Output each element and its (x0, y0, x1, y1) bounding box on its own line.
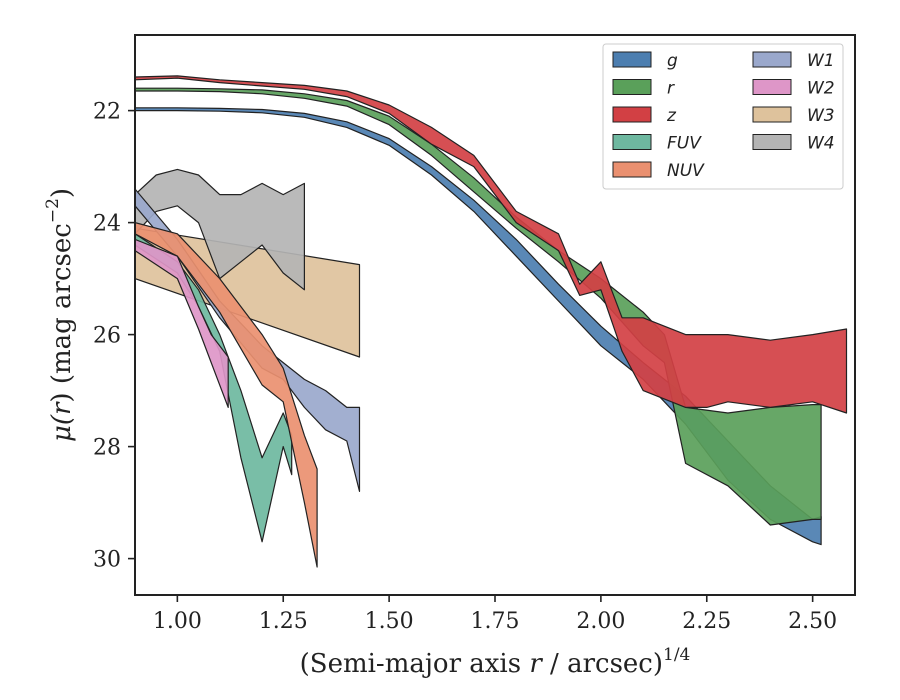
x-axis-label-part-2: / arcsec) (542, 649, 663, 679)
x-tick-label: 2.00 (576, 609, 625, 634)
y-axis-label-exponent: −2 (43, 198, 63, 223)
y-tick-label: 26 (93, 324, 121, 349)
y-axis: 22 24 26 28 30 (93, 100, 135, 573)
legend-label-w4: W4 (807, 134, 835, 154)
y-tick-label: 30 (93, 548, 121, 573)
x-axis-label-exponent: 1/4 (663, 645, 690, 665)
legend-label-fuv: FUV (667, 134, 702, 154)
legend-swatch-z (612, 106, 652, 123)
series-area-r (135, 87, 822, 526)
legend-swatch-w3 (752, 106, 792, 123)
series-areas (135, 75, 848, 568)
y-axis-label-close: ) (47, 188, 77, 198)
legend-label-w2: W2 (807, 79, 835, 99)
y-tick-label: 28 (93, 436, 121, 461)
y-tick-label: 24 (93, 212, 121, 237)
x-axis-label: (Semi-major axis r / arcsec)1/4 (300, 645, 691, 679)
x-tick-label: 1.25 (259, 609, 308, 634)
legend-label-r: r (667, 79, 675, 99)
x-tick-label: 2.25 (682, 609, 731, 634)
y-axis-label-var: r (47, 401, 77, 415)
legend-label-nuv: NUV (667, 161, 705, 181)
y-tick-label: 22 (93, 100, 121, 125)
x-tick-label: 1.75 (471, 609, 520, 634)
y-axis-label-part-2: ) (mag arcsec (47, 223, 77, 402)
y-axis-label: μ(r) (mag arcsec−2) (43, 188, 77, 442)
x-axis-label-var: r (529, 649, 543, 679)
x-tick-label: 2.50 (788, 609, 837, 634)
legend-label-g: g (667, 51, 678, 71)
legend: grz FUV NUV W1 W2 W3 W4 (602, 43, 844, 190)
legend-label-w3: W3 (807, 106, 835, 126)
x-tick-label: 1.00 (153, 609, 202, 634)
legend-swatch-w1 (752, 51, 792, 68)
series-area-w4 (135, 168, 305, 291)
legend-label-w1: W1 (807, 51, 835, 71)
legend-label-z: z (666, 106, 677, 126)
y-axis-label-mu: μ( (47, 414, 77, 442)
series-area-w2 (135, 238, 229, 408)
x-axis-label-part-1: (Semi-major axis (300, 649, 530, 679)
series-area-z (135, 75, 848, 414)
legend-swatch-w2 (752, 79, 792, 95)
x-axis: 1.00 1.25 1.50 1.75 2.00 2.25 2.50 (153, 595, 837, 634)
legend-swatch-w4 (752, 134, 792, 150)
legend-swatch-g (612, 51, 652, 68)
series-area-nuv (135, 222, 318, 568)
legend-swatch-fuv (612, 134, 652, 150)
x-tick-label: 1.50 (365, 609, 414, 634)
legend-swatch-r (612, 79, 652, 95)
legend-swatch-nuv (612, 161, 652, 178)
